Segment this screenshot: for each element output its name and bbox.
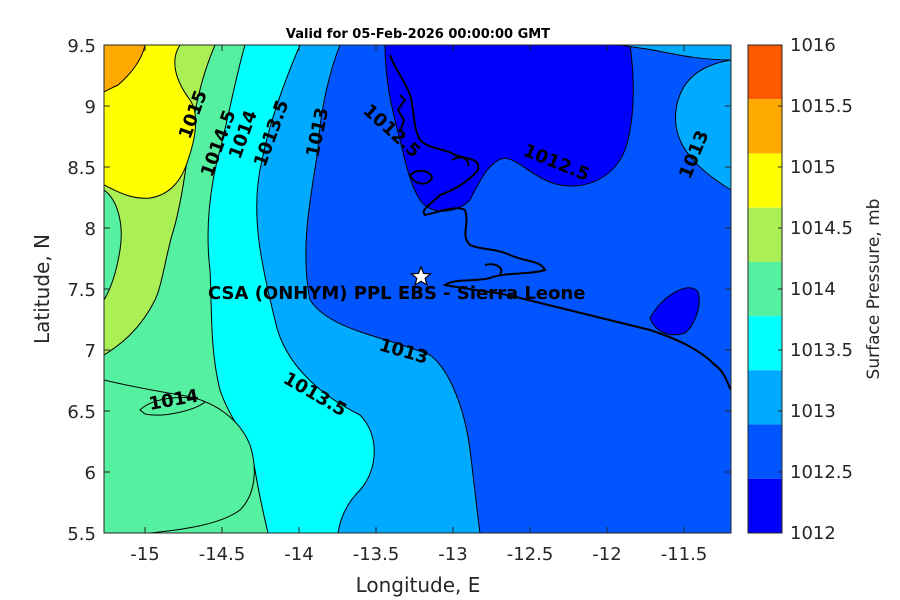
x-tick-label: -13.5 — [353, 544, 400, 565]
x-tick-labels: -15 -14.5 -14 -13.5 -13 -12.5 -12 -11.5 — [130, 544, 707, 565]
band-1014-island — [104, 379, 255, 533]
x-tick-label: -13 — [438, 544, 467, 565]
colorbar-tick-label: 1012 — [790, 523, 836, 544]
y-tick-label: 9.5 — [67, 36, 96, 57]
colorbar-tick-label: 1014 — [790, 279, 836, 300]
colorbar-swatch — [748, 261, 782, 317]
site-label: CSA (ONHYM) PPL EBS - Sierra Leone — [208, 283, 585, 304]
x-tick-label: -12 — [592, 544, 621, 565]
y-tick-label: 9 — [85, 97, 96, 118]
x-tick-label: -11.5 — [661, 544, 708, 565]
coastline — [389, 54, 731, 391]
colorbar-tick-label: 1015.5 — [790, 96, 853, 117]
colorbar-tick-label: 1012.5 — [790, 462, 853, 483]
y-tick-label: 6 — [85, 463, 96, 484]
band-1013-ne — [674, 59, 731, 191]
y-tick-label: 8 — [85, 219, 96, 240]
colorbar-tick-label: 1015 — [790, 157, 836, 178]
band-1012 — [384, 45, 634, 212]
colorbar-swatch — [748, 370, 782, 425]
colorbar-tick-label: 1013.5 — [790, 340, 853, 361]
colorbar: 1016 1015.5 1015 1014.5 1014 1013.5 1013 1012.5… — [747, 35, 884, 544]
colorbar-swatches — [748, 45, 782, 533]
y-tick-label: 7.5 — [67, 280, 96, 301]
x-axis-label: Longitude, E — [356, 573, 481, 597]
y-tick-labels: 9.5 9 8.5 8 7.5 7 6.5 6 5.5 — [67, 36, 96, 545]
y-tick-label: 6.5 — [67, 402, 96, 423]
x-tick-label: -15 — [130, 544, 159, 565]
site-marker: CSA (ONHYM) PPL EBS - Sierra Leone — [208, 265, 585, 304]
y-tick-label: 7 — [85, 341, 96, 362]
contour-field — [104, 45, 731, 533]
colorbar-label: Surface Pressure, mb — [864, 199, 884, 380]
star-icon — [409, 265, 433, 287]
figure-title: Valid for 05-Feb-2026 00:00:00 GMT — [286, 27, 550, 42]
colorbar-swatch — [748, 478, 782, 533]
colorbar-swatch — [748, 207, 782, 262]
x-tick-label: -14.5 — [199, 544, 246, 565]
y-tick-label: 5.5 — [67, 524, 96, 545]
x-tick-label: -14 — [284, 544, 313, 565]
x-axis — [144, 45, 685, 533]
colorbar-swatch — [748, 45, 782, 100]
y-tick-label: 8.5 — [67, 158, 96, 179]
colorbar-tick-labels: 1016 1015.5 1015 1014.5 1014 1013.5 1013 1012.5… — [778, 35, 853, 544]
band-1014-inner — [139, 397, 206, 416]
colorbar-tick-label: 1013 — [790, 401, 836, 422]
band-1015 — [104, 45, 197, 199]
colorbar-tick-label: 1014.5 — [790, 218, 853, 239]
x-tick-label: -12.5 — [507, 544, 554, 565]
y-axis-label: Latitude, N — [30, 234, 54, 344]
colorbar-swatch — [748, 424, 782, 479]
band-1015-5 — [104, 45, 146, 93]
band-1014-pocket — [104, 189, 122, 301]
band-1012-se — [649, 287, 700, 336]
colorbar-swatch — [748, 153, 782, 208]
colorbar-swatch — [748, 99, 782, 154]
colorbar-tick-label: 1016 — [790, 35, 836, 56]
y-axis — [104, 44, 731, 534]
colorbar-swatch — [748, 316, 782, 371]
